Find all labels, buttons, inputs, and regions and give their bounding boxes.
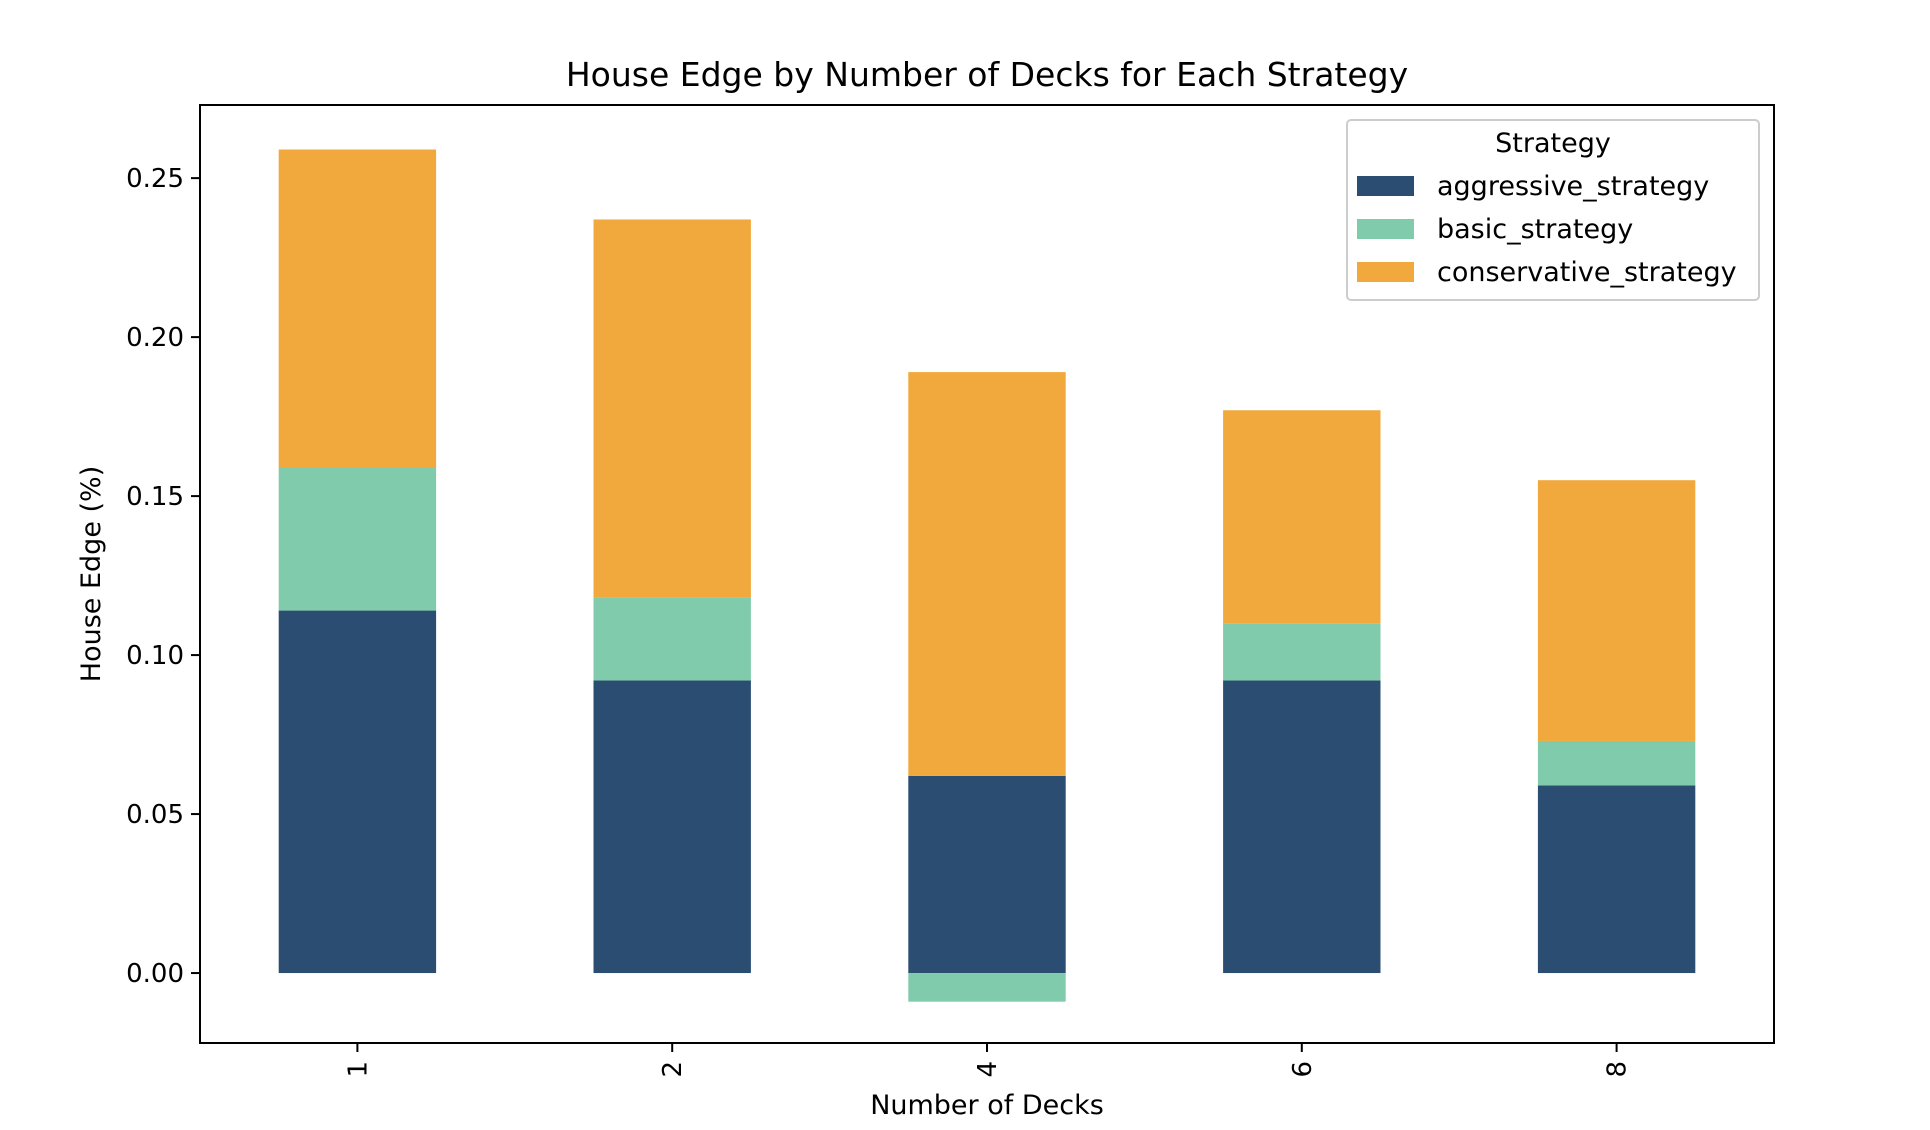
- bar-basic-strategy-decks-2: [593, 597, 751, 681]
- bar-basic-strategy-decks-4: [908, 973, 1066, 1002]
- bar-aggressive-strategy-decks-6: [1223, 680, 1381, 974]
- bar-conservative-strategy-decks-1: [278, 149, 437, 468]
- legend-label-conservative-strategy: conservative_strategy: [1437, 257, 1737, 288]
- legend-entries: aggressive_strategy basic_strategyconserv…: [1357, 171, 1737, 288]
- x-axis-label: Number of Decks: [870, 1090, 1104, 1121]
- legend-swatch-conservative-strategy: [1357, 262, 1414, 282]
- x-tick-label: 4: [973, 1061, 1003, 1078]
- legend-label-aggressive-strategy: aggressive_strategy: [1437, 171, 1709, 202]
- bar-conservative-strategy-decks-8: [1537, 480, 1696, 741]
- y-tick-label: 0.25: [126, 164, 184, 194]
- x-tick-label: 2: [658, 1061, 688, 1078]
- x-tick-label: 6: [1288, 1061, 1318, 1078]
- bar-conservative-strategy-decks-2: [593, 219, 751, 598]
- chart-title: House Edge by Number of Decks for Each S…: [566, 55, 1408, 94]
- bar-conservative-strategy-decks-6: [1223, 410, 1381, 624]
- bar-basic-strategy-decks-1: [278, 467, 437, 611]
- y-axis: 0.00 0.05 0.10 0.15 0.20 0.25: [126, 164, 200, 989]
- legend-swatch-aggressive-strategy: [1357, 176, 1414, 196]
- legend-swatch-basic-strategy: [1357, 219, 1414, 239]
- bar-aggressive-strategy-decks-1: [278, 610, 437, 974]
- bar-basic-strategy-decks-8: [1537, 740, 1696, 786]
- y-tick-label: 0.10: [126, 641, 184, 671]
- x-axis: 1 2 4 6 8: [343, 1043, 1633, 1078]
- x-tick-label: 1: [343, 1061, 373, 1078]
- y-axis-label: House Edge (%): [76, 466, 107, 682]
- bar-aggressive-strategy-decks-4: [908, 775, 1066, 974]
- legend-label-basic-strategy: basic_strategy: [1437, 214, 1633, 245]
- y-tick-label: 0.05: [126, 800, 184, 830]
- legend-frame: [1346, 119, 1760, 301]
- legend: Strategy aggressive_strategy basic_strate…: [1346, 119, 1760, 301]
- bar-aggressive-strategy-decks-8: [1537, 785, 1696, 974]
- y-tick-label: 0.20: [126, 323, 184, 353]
- y-tick-label: 0.00: [126, 959, 184, 989]
- bar-basic-strategy-decks-6: [1223, 623, 1381, 681]
- legend-title: Strategy: [1495, 128, 1611, 159]
- bar-conservative-strategy-decks-4: [908, 372, 1066, 776]
- x-tick-label: 8: [1603, 1061, 1633, 1078]
- y-tick-label: 0.15: [126, 482, 184, 512]
- bar-aggressive-strategy-decks-2: [593, 680, 751, 974]
- bars-layer: [278, 149, 1696, 1002]
